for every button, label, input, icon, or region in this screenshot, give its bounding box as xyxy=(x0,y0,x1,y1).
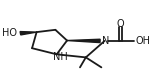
Polygon shape xyxy=(67,39,100,43)
Text: OH: OH xyxy=(135,36,150,46)
Text: O: O xyxy=(116,19,124,29)
Text: NH: NH xyxy=(53,52,67,62)
Polygon shape xyxy=(20,32,37,35)
Text: HO: HO xyxy=(2,28,16,38)
Text: N: N xyxy=(102,36,109,46)
